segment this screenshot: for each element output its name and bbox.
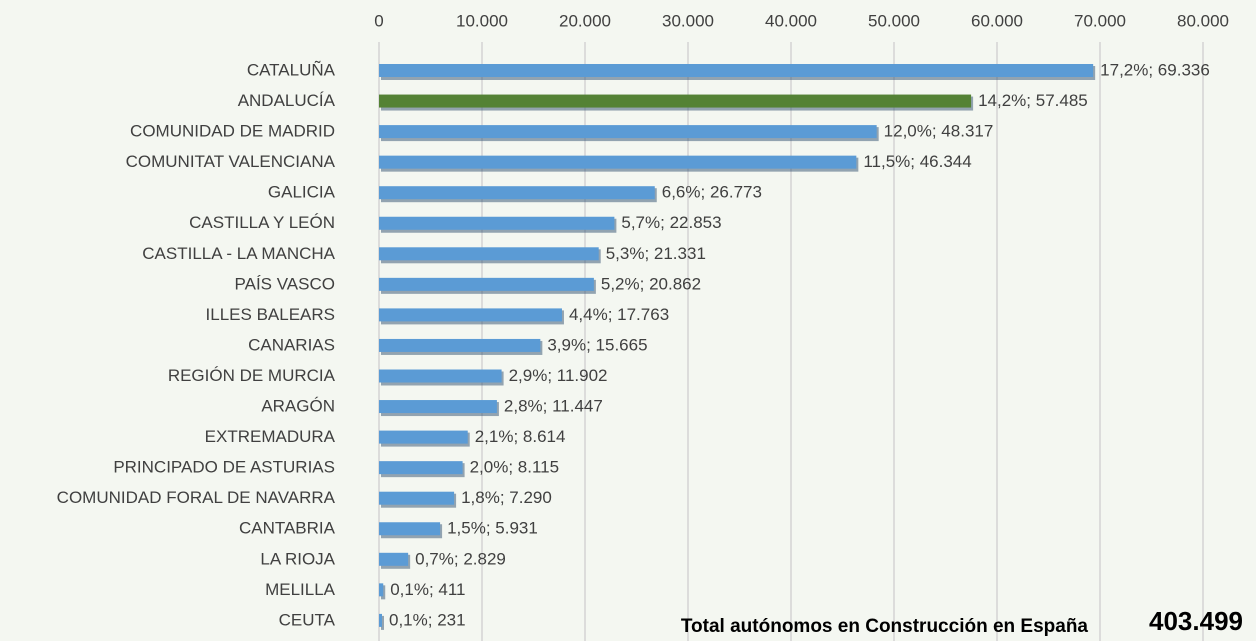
value-label: 1,5%; 5.931 [447, 519, 538, 538]
x-tick-label: 20.000 [559, 11, 611, 30]
category-label: COMUNITAT VALENCIANA [126, 152, 336, 171]
x-tick-label: 40.000 [765, 11, 817, 30]
bar [379, 552, 409, 566]
bar [379, 277, 594, 291]
value-label: 2,0%; 8.115 [470, 458, 559, 477]
total-label: Total autónomos en Construcción en Españ… [681, 616, 1089, 637]
category-label: CANARIAS [248, 335, 335, 354]
x-tick-label: 80.000 [1177, 11, 1229, 30]
bar-shadow [381, 615, 384, 630]
bar [379, 613, 382, 627]
category-label: COMUNIDAD DE MADRID [130, 122, 335, 141]
value-label: 0,7%; 2.829 [415, 549, 506, 568]
category-label: LA RIOJA [260, 549, 335, 568]
bar [379, 400, 497, 414]
x-tick-label: 70.000 [1074, 11, 1126, 30]
bar [379, 461, 463, 475]
category-label: COMUNIDAD FORAL DE NAVARRA [57, 488, 336, 507]
bar [379, 583, 384, 597]
category-label: ANDALUCÍA [238, 91, 336, 110]
bar [379, 125, 877, 139]
bar [379, 338, 541, 352]
value-label: 2,9%; 11.902 [509, 366, 608, 385]
value-label: 3,9%; 15.665 [547, 335, 647, 354]
x-tick-label: 30.000 [662, 11, 714, 30]
value-label: 17,2%; 69.336 [1100, 60, 1210, 79]
bar [379, 430, 468, 444]
category-label: CATALUÑA [247, 60, 336, 79]
value-label: 6,6%; 26.773 [662, 183, 762, 202]
bar [379, 94, 972, 108]
category-label: PRINCIPADO DE ASTURIAS [113, 458, 335, 477]
category-label: CASTILLA - LA MANCHA [142, 244, 335, 263]
category-label: GALICIA [268, 183, 336, 202]
value-label: 5,3%; 21.331 [606, 244, 706, 263]
bar [379, 247, 599, 261]
value-label: 0,1%; 411 [390, 580, 465, 599]
value-label: 0,1%; 231 [389, 610, 466, 629]
value-label: 12,0%; 48.317 [884, 122, 994, 141]
bar [379, 369, 502, 383]
category-label: ILLES BALEARS [206, 305, 335, 324]
bar [379, 522, 441, 536]
x-tick-label: 50.000 [868, 11, 920, 30]
x-tick-label: 0 [374, 11, 383, 30]
category-label: CASTILLA Y LEÓN [189, 213, 335, 232]
category-label: CEUTA [279, 610, 336, 629]
bar [379, 216, 615, 230]
category-label: PAÍS VASCO [235, 274, 335, 293]
bar [379, 155, 857, 169]
category-label: EXTREMADURA [205, 427, 336, 446]
category-label: REGIÓN DE MURCIA [168, 366, 336, 385]
x-tick-label: 60.000 [971, 11, 1023, 30]
value-label: 11,5%; 46.344 [863, 152, 971, 171]
bar [379, 308, 562, 322]
value-label: 2,1%; 8.614 [475, 427, 566, 446]
category-label: ARAGÓN [261, 397, 335, 416]
category-label: MELILLA [265, 580, 336, 599]
x-tick-label: 10.000 [456, 11, 508, 30]
bar [379, 64, 1094, 77]
value-label: 1,8%; 7.290 [461, 488, 552, 507]
bar [379, 186, 655, 200]
value-label: 2,8%; 11.447 [504, 397, 603, 416]
bar [379, 491, 455, 505]
value-label: 14,2%; 57.485 [978, 91, 1088, 110]
category-label: CANTABRIA [239, 519, 336, 538]
value-label: 4,4%; 17.763 [569, 305, 669, 324]
total-value: 403.499 [1149, 606, 1243, 636]
value-label: 5,7%; 22.853 [621, 213, 721, 232]
value-label: 5,2%; 20.862 [601, 274, 701, 293]
